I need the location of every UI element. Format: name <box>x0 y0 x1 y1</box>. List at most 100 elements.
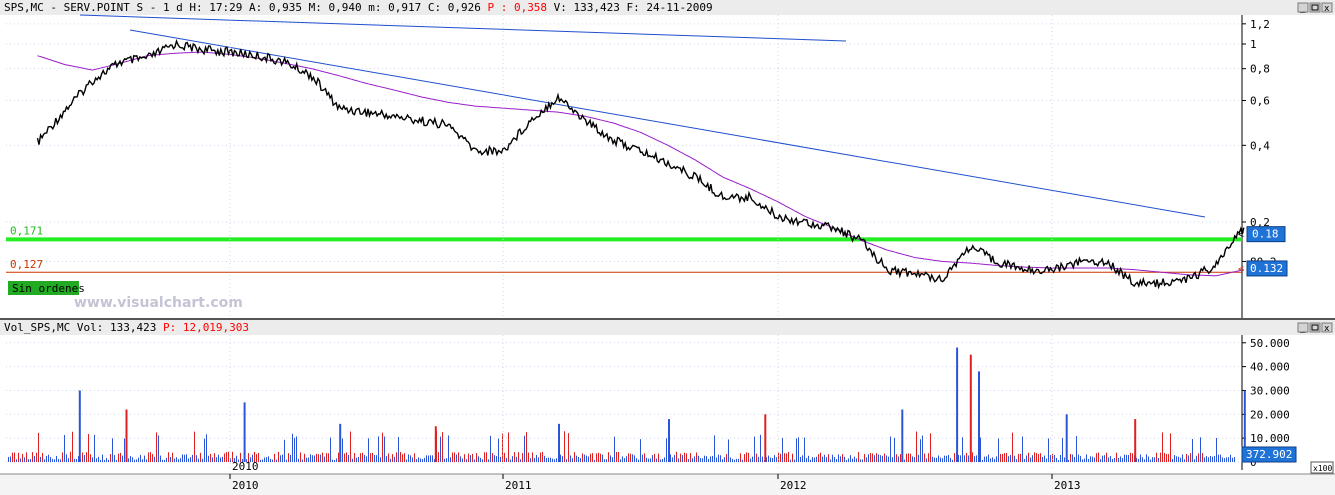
volume-bar <box>894 437 895 462</box>
volume-bar <box>738 458 739 462</box>
vol-minimize-icon: _ <box>1300 324 1306 334</box>
volume-bar <box>752 456 753 462</box>
volume-spike-bar <box>339 423 342 462</box>
volume-bar <box>200 452 201 462</box>
volume-bar <box>1026 455 1027 462</box>
volume-bar <box>926 458 927 462</box>
volume-bar <box>386 456 387 462</box>
volume-bar <box>770 457 771 462</box>
volume-bar <box>1046 458 1047 462</box>
volume-tick-label: 40.000 <box>1250 361 1290 374</box>
minimize-button[interactable] <box>1297 2 1309 13</box>
volume-bar <box>726 454 727 462</box>
volume-bar <box>42 452 43 462</box>
volume-bar <box>190 457 191 462</box>
volume-bar <box>714 435 715 462</box>
volume-bar <box>350 431 351 462</box>
volume-bar <box>1116 452 1117 462</box>
volume-bar <box>648 458 649 462</box>
volume-bar <box>1148 456 1149 462</box>
price-window-controls: _ x <box>1297 2 1333 14</box>
volume-bar <box>730 457 731 462</box>
volume-bar <box>706 456 707 462</box>
volume-bar <box>470 455 471 462</box>
volume-bar <box>1152 457 1153 462</box>
volume-bar <box>1166 454 1167 462</box>
volume-bar <box>334 460 335 462</box>
volume-bar <box>1068 459 1069 462</box>
volume-bar <box>186 454 187 462</box>
vol-close-icon: x <box>1324 324 1330 334</box>
volume-bar <box>1178 456 1179 462</box>
volume-bar <box>100 459 101 462</box>
volume-bar <box>1216 437 1217 462</box>
volume-bar <box>688 459 689 462</box>
volume-bar <box>632 454 633 462</box>
volume-bar <box>1038 454 1039 462</box>
panel-separator[interactable] <box>0 318 1335 320</box>
volume-bar <box>152 454 153 462</box>
volume-bar <box>376 455 377 462</box>
volume-bar <box>652 455 653 462</box>
low-label: 0,127 <box>10 258 43 271</box>
volume-bar <box>1206 456 1207 462</box>
volume-bar <box>618 451 619 462</box>
trendline-upper[interactable] <box>79 14 847 42</box>
volume-bar <box>930 433 931 462</box>
volume-bar <box>1060 454 1061 462</box>
volume-bar <box>352 458 353 462</box>
volume-bar <box>434 459 435 462</box>
volume-bar <box>258 452 259 462</box>
volume-bar <box>1104 455 1105 462</box>
volume-header-bar <box>0 320 1335 335</box>
volume-bar <box>584 454 585 462</box>
volume-bar <box>90 454 91 462</box>
volume-bar <box>306 457 307 462</box>
volume-bar <box>242 458 243 462</box>
volume-bar <box>1012 432 1013 462</box>
volume-bar <box>882 455 883 462</box>
volume-bar <box>8 456 9 462</box>
vol-maximize-button[interactable] <box>1309 322 1321 333</box>
volume-bar <box>1054 454 1055 462</box>
volume-bar <box>1228 457 1229 462</box>
volume-bar <box>382 432 383 462</box>
volume-bar <box>1110 456 1111 462</box>
volume-bar <box>560 454 561 462</box>
volume-bar <box>972 452 973 462</box>
volume-bar <box>378 436 379 462</box>
volume-bar <box>92 457 93 462</box>
price-header-seg-3: V: 133,423 F: 24-11-2009 <box>547 1 713 14</box>
volume-bar <box>736 458 737 462</box>
vol-close-button[interactable] <box>1321 322 1333 333</box>
volume-bar <box>328 453 329 462</box>
volume-bar <box>114 455 115 462</box>
volume-bar <box>104 459 105 462</box>
volume-bar <box>724 457 725 462</box>
volume-bar <box>370 453 371 462</box>
volume-bar <box>410 455 411 462</box>
volume-bar <box>1124 454 1125 462</box>
close-button[interactable] <box>1321 2 1333 13</box>
volume-bar <box>674 454 675 462</box>
trendline-long[interactable] <box>129 29 1206 218</box>
volume-bar <box>176 457 177 462</box>
volume-bar <box>784 453 785 462</box>
maximize-icon <box>1311 4 1319 11</box>
volume-bar <box>1098 452 1099 462</box>
volume-bar <box>516 456 517 462</box>
volume-bar <box>1114 457 1115 462</box>
vol-minimize-button[interactable] <box>1297 322 1309 333</box>
volume-bar <box>384 436 385 462</box>
volume-bar <box>598 452 599 462</box>
volume-bar <box>914 457 915 462</box>
volume-bar <box>464 454 465 462</box>
maximize-button[interactable] <box>1309 2 1321 13</box>
volume-bar <box>122 455 123 462</box>
volume-bar <box>1118 457 1119 462</box>
volume-bar <box>664 457 665 462</box>
volume-bar <box>24 457 25 462</box>
volume-bar <box>536 454 537 462</box>
volume-bar <box>968 455 969 462</box>
volume-bar <box>430 455 431 462</box>
